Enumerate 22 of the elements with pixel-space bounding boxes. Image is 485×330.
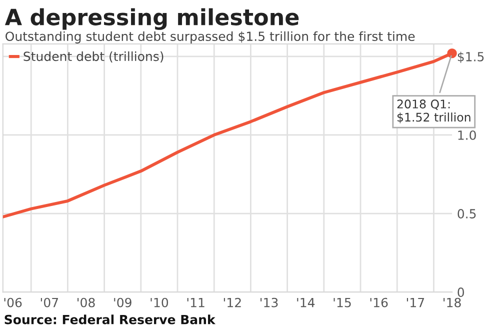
y-tick-label: 0.5 xyxy=(458,208,476,218)
x-tick-label: '08 xyxy=(78,298,95,308)
annotation: 2018 Q1: $1.52 trillion xyxy=(397,100,470,124)
x-tick-label: '07 xyxy=(40,298,58,308)
y-tick-label: 1.0 xyxy=(458,130,476,140)
x-tick-label: '09 xyxy=(114,298,132,308)
x-tick-label: '16 xyxy=(370,298,388,308)
x-tick-label: '13 xyxy=(260,298,278,308)
chart-title: A depressing milestone xyxy=(4,8,299,30)
y-tick-label: 0 xyxy=(458,288,464,297)
x-tick-label: '14 xyxy=(297,298,315,308)
x-tick-label: '15 xyxy=(334,298,351,308)
x-tick-label: '18 xyxy=(444,298,461,308)
chart-subtitle: Outstanding student debt surpassed $1.5 trillion for the first time xyxy=(6,31,415,44)
x-tick-label: '17 xyxy=(406,298,424,308)
x-tick-label: '10 xyxy=(150,298,168,308)
x-tick-label: '11 xyxy=(187,298,204,308)
x-tick-label: '06 xyxy=(4,298,22,308)
source-note: Source: Federal Reserve Bank xyxy=(4,314,216,324)
y-tick-label: $1.5 xyxy=(458,52,484,64)
legend-label: Student debt (trillions) xyxy=(24,51,164,63)
x-tick-label: '12 xyxy=(224,298,241,308)
